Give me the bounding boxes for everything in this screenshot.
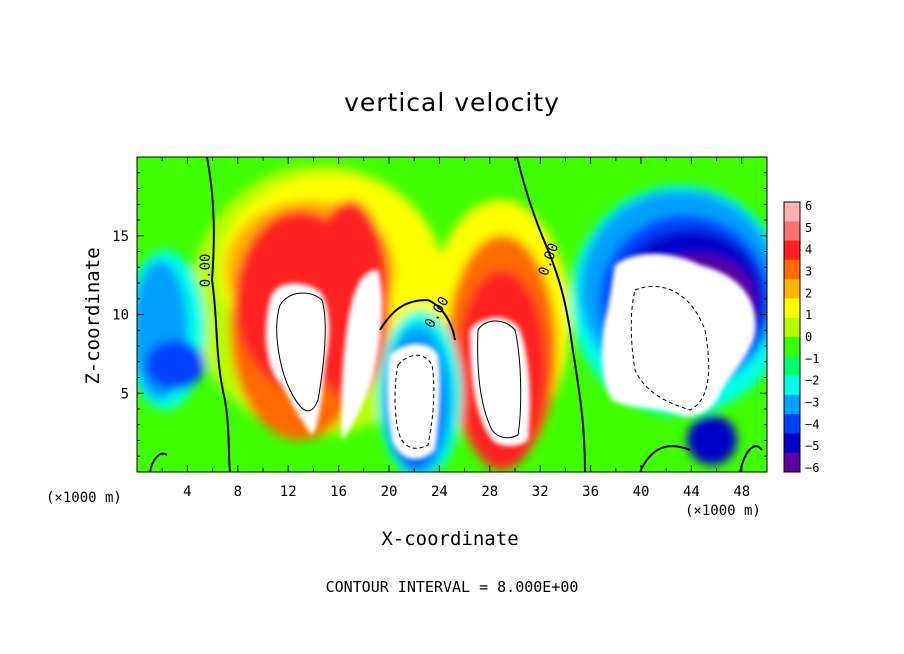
x-units-label: (×1000 m) [685, 503, 761, 519]
x-tick-label: 20 [381, 484, 398, 500]
colorbar-tick-label: −5 [805, 439, 819, 453]
colorbar-swatch [784, 317, 800, 338]
x-axis-label: X-coordinate [381, 528, 519, 550]
y-tick-label: 15 [112, 229, 129, 245]
colorbar-swatch [784, 259, 800, 280]
y-tick-label: 5 [121, 386, 129, 402]
y-axis-label: Z-coordinate [82, 247, 104, 385]
downdraft-core-2 [601, 253, 756, 417]
contour-interval-label: CONTOUR INTERVAL = 8.000E+00 [325, 578, 579, 596]
x-axis: 4 8 12 16 20 24 28 32 36 40 44 48 [161, 157, 750, 500]
colorbar-swatch [784, 279, 800, 299]
colorbar-swatch [784, 452, 800, 473]
colorbar-tick-label: 3 [805, 265, 812, 279]
x-tick-label: 36 [582, 484, 599, 500]
x-tick-label: 16 [330, 484, 347, 500]
y-axis: 5 10 15 [112, 172, 767, 457]
colorbar-swatch [784, 337, 800, 357]
colorbar-tick-label: −6 [805, 461, 819, 475]
colorbar-tick-label: 2 [805, 286, 812, 300]
x-tick-label: 48 [733, 484, 750, 500]
x-tick-label: 28 [481, 484, 498, 500]
chart-title: vertical velocity [344, 88, 560, 117]
colorbar-swatch [784, 298, 800, 319]
colorbar-tick-label: −4 [805, 417, 819, 431]
x-tick-label: 44 [683, 484, 700, 500]
colorbar-tick-label: 5 [805, 221, 812, 235]
x-tick-label: 8 [234, 484, 242, 500]
colorbar-swatch [784, 202, 800, 222]
z-units-label: (×1000 m) [46, 490, 122, 506]
x-tick-label: 4 [183, 484, 191, 500]
updraft-core-2 [341, 270, 383, 440]
colorbar-swatch [784, 356, 800, 377]
colorbar-swatch [784, 433, 800, 454]
colorbar-swatch [784, 221, 800, 242]
colorbar-frame [783, 201, 801, 473]
downdraft-core-1 [387, 343, 441, 460]
x-tick-label: 32 [532, 484, 549, 500]
inner-contours [276, 285, 710, 449]
x-tick-label: 12 [280, 484, 297, 500]
colorbar-tick-label: 0 [805, 330, 812, 344]
colorbar-tick-label: −2 [805, 374, 819, 388]
updraft-core-1 [265, 283, 330, 435]
x-tick-label: 24 [431, 484, 448, 500]
x-tick-label: 40 [633, 484, 650, 500]
colorbar-tick-label: −1 [805, 352, 819, 366]
updraft-core-3 [470, 317, 530, 446]
y-tick-label: 10 [112, 308, 129, 324]
colorbar-tick-label: −3 [805, 396, 819, 410]
colorbar: 6 5 4 3 2 1 0 −1 −2 −3 −4 −5 −6 [783, 199, 819, 475]
zero-contour-label: 0.00 [198, 254, 214, 288]
colorbar-tick-label: 1 [805, 308, 812, 322]
colorbar-swatch [784, 375, 800, 396]
colorbar-swatch [784, 414, 800, 434]
colorbar-tick-label: 4 [805, 243, 812, 257]
colorbar-tick-label: 6 [805, 199, 812, 213]
heatmap-field [137, 157, 767, 472]
colorbar-swatch [784, 240, 800, 261]
colorbar-swatch [784, 394, 800, 415]
